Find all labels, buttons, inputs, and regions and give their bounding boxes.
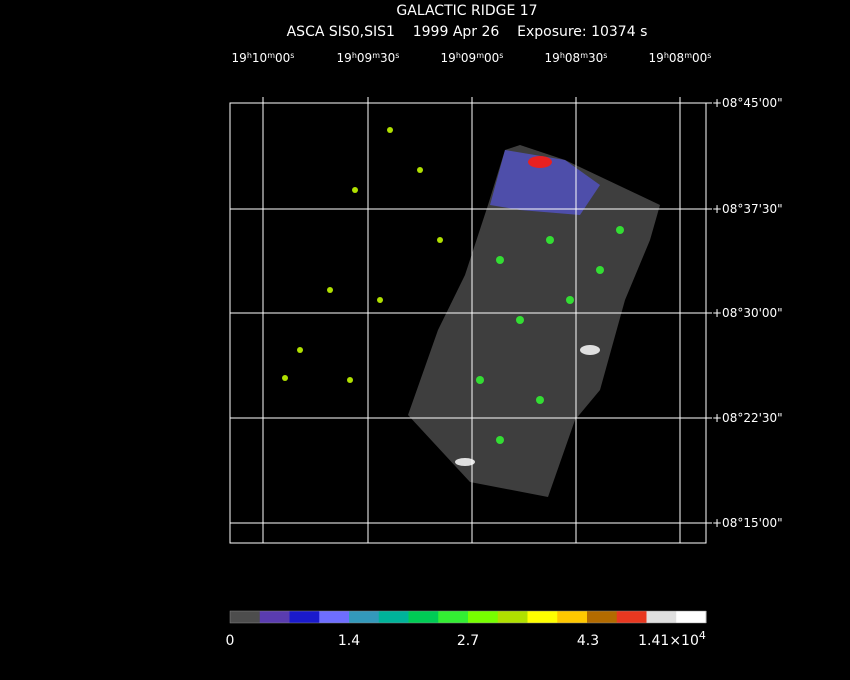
ra-label-part: 09 — [357, 51, 372, 65]
dec-tick-label: +08°37'30" — [712, 202, 783, 216]
ra-label-part: 19 — [337, 51, 352, 65]
colorbar-label: 2.7 — [457, 633, 479, 649]
colorbar-label-part: 4.3 — [577, 633, 599, 649]
ra-label-part: m — [476, 51, 484, 60]
ra-label-part: 08 — [565, 51, 580, 65]
ra-label-part: 30 — [380, 51, 395, 65]
ra-label-part: m — [267, 51, 275, 60]
dec-tick-label: +08°30'00" — [712, 306, 783, 320]
ra-label-part: 00 — [692, 51, 707, 65]
colorbar-label-part: 1.41×10 — [638, 633, 699, 649]
ra-label-part: 19 — [545, 51, 560, 65]
colorbar-label: 1.4 — [338, 633, 360, 649]
ra-label-part: 19 — [441, 51, 456, 65]
subtitle: ASCA SIS0,SIS1 1999 Apr 26 Exposure: 103… — [287, 24, 648, 40]
colorbar-label: 0 — [226, 633, 235, 649]
colorbar-cell — [527, 611, 558, 623]
colorbar-cell — [319, 611, 350, 623]
colorbar-label: 1.41×104 — [638, 629, 706, 650]
dec-tick-label: +08°45'00" — [712, 96, 783, 110]
ra-label-part: 30 — [588, 51, 603, 65]
ra-tick-label: 19h10m00s — [232, 51, 295, 66]
source — [580, 345, 600, 355]
title: GALACTIC RIDGE 17 — [396, 3, 537, 19]
exposure-field — [408, 145, 660, 497]
ra-label-part: s — [395, 51, 399, 60]
ra-tick-label: 19h08m30s — [545, 51, 608, 66]
colorbar-label-part: 4 — [699, 629, 706, 642]
colorbar-label-part: 0 — [226, 633, 235, 649]
image — [282, 127, 660, 497]
colorbar-label-part: 1.4 — [338, 633, 360, 649]
ra-tick-label: 19h09m00s — [441, 51, 504, 66]
outer-sources — [282, 127, 443, 383]
ra-tick-label: 19h08m00s — [649, 51, 712, 66]
colorbar-cell — [557, 611, 588, 623]
colorbar-frame — [229, 610, 707, 624]
colorbar-label: 4.3 — [577, 633, 599, 649]
colorbar-label-part: 2.7 — [457, 633, 479, 649]
colorbar-cell — [646, 611, 677, 623]
colorbar-cell — [616, 611, 647, 623]
colorbar-cell — [408, 611, 439, 623]
ra-label-part: 00 — [275, 51, 290, 65]
ra-tick-label: 19h09m30s — [337, 51, 400, 66]
dec-tick-label: +08°22'30" — [712, 411, 783, 425]
ra-label-part: m — [684, 51, 692, 60]
bright-region — [490, 150, 600, 215]
sources — [476, 226, 624, 444]
colorbar-cell — [230, 611, 261, 623]
ra-label-part: 19 — [232, 51, 247, 65]
ra-label-part: h — [664, 51, 669, 60]
source — [455, 458, 475, 466]
ra-label-part: h — [560, 51, 565, 60]
ra-label-part: s — [603, 51, 607, 60]
dec-tick-label: +08°15'00" — [712, 516, 783, 530]
colorbar-cell — [378, 611, 409, 623]
colorbar-cell — [497, 611, 528, 623]
colorbar-cell — [259, 611, 290, 623]
ra-label-part: s — [707, 51, 711, 60]
colorbar-cell — [468, 611, 499, 623]
source — [528, 156, 552, 168]
colorbar-cell — [289, 611, 320, 623]
ra-label-part: h — [247, 51, 252, 60]
ra-label-part: s — [499, 51, 503, 60]
ra-label-part: 09 — [461, 51, 476, 65]
ra-label-part: h — [352, 51, 357, 60]
ra-label-part: m — [580, 51, 588, 60]
colorbar-cell — [676, 611, 707, 623]
ra-label-part: s — [290, 51, 294, 60]
ra-label-part: 19 — [649, 51, 664, 65]
colorbar-cell — [587, 611, 618, 623]
ra-label-part: 08 — [669, 51, 684, 65]
ra-label-part: m — [372, 51, 380, 60]
ra-label-part: h — [456, 51, 461, 60]
colorbar-cell — [438, 611, 469, 623]
ra-label-part: 10 — [252, 51, 267, 65]
colorbar-cell — [349, 611, 380, 623]
ra-label-part: 00 — [484, 51, 499, 65]
